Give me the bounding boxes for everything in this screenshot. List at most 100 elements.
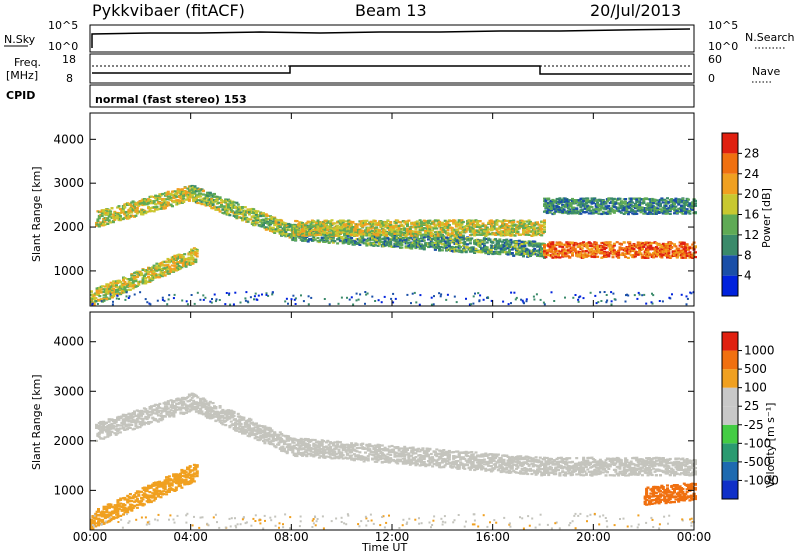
echo-cell	[617, 202, 621, 205]
echo-cell	[643, 251, 647, 254]
echo-cell	[415, 222, 419, 225]
echo-cell	[211, 204, 215, 207]
echo-cell	[654, 249, 658, 252]
echo-cell	[324, 236, 328, 239]
echo-cell	[195, 255, 199, 258]
echo-cell	[438, 247, 442, 250]
echo-cell	[482, 238, 486, 241]
echo-cell	[543, 225, 546, 228]
echo-cell	[152, 200, 156, 203]
echo-cell	[182, 200, 186, 203]
echo-cell	[122, 279, 125, 282]
echo-cell	[471, 227, 475, 230]
echo-cell	[477, 242, 481, 245]
echo-cell	[600, 207, 604, 210]
echo-cell	[446, 229, 450, 232]
echo-cell	[677, 254, 681, 257]
echo-cell	[400, 246, 404, 249]
echo-cell	[414, 246, 418, 250]
echo-cell	[572, 207, 576, 210]
echo-cell	[399, 239, 402, 242]
echo-cell	[607, 242, 611, 245]
echo-cell	[471, 246, 475, 249]
echo-cell	[167, 272, 171, 275]
echo-cell	[296, 230, 300, 233]
echo-cell	[354, 231, 358, 234]
echo-cell	[235, 212, 239, 215]
echo-cell	[371, 234, 374, 237]
echo-cell	[403, 227, 407, 230]
echo-cell	[386, 219, 390, 222]
echo-cell	[498, 238, 502, 241]
echo-cell	[590, 255, 594, 258]
echo-cell	[364, 242, 367, 245]
echo-cell	[636, 253, 640, 256]
echo-cell	[112, 295, 116, 298]
echo-cell	[642, 245, 646, 248]
nave-label: Nave	[752, 65, 780, 78]
echo-cell	[194, 260, 198, 264]
echo-cell	[399, 238, 402, 241]
echo-cell	[414, 226, 418, 229]
echo-cell	[171, 193, 174, 196]
echo-cell	[548, 247, 552, 250]
echo-cell	[586, 199, 590, 202]
echo-cell	[410, 247, 414, 250]
echo-cell	[431, 232, 435, 235]
echo-cell	[104, 211, 108, 214]
echo-cell	[517, 242, 521, 245]
echo-cell	[579, 252, 583, 255]
echo-cell	[499, 234, 503, 237]
echo-cell	[371, 236, 374, 239]
echo-cell	[155, 265, 159, 268]
echo-cell	[622, 209, 626, 212]
echo-cell	[103, 223, 107, 226]
echo-cell	[413, 238, 416, 241]
echo-cell	[208, 191, 212, 194]
echo-cell	[177, 264, 181, 268]
echo-cell	[573, 211, 577, 214]
echo-cell	[584, 202, 588, 205]
echo-cell	[174, 265, 178, 268]
echo-cell	[536, 221, 539, 224]
echo-cell	[119, 280, 123, 284]
echo-cell	[639, 252, 643, 256]
echo-cell	[509, 225, 513, 228]
echo-cell	[341, 237, 345, 240]
echo-cell	[608, 201, 612, 204]
echo-cell	[562, 250, 566, 253]
echo-cell	[264, 226, 268, 229]
echo-cell	[449, 219, 453, 223]
echo-cell	[315, 224, 319, 227]
echo-cell	[635, 212, 639, 215]
echo-cell	[418, 228, 422, 232]
echo-cell	[436, 239, 440, 242]
echo-cell	[350, 229, 354, 232]
power-echo-layer	[90, 184, 697, 307]
echo-cell	[389, 221, 393, 224]
echo-cell	[436, 234, 440, 237]
echo-cell	[522, 255, 525, 258]
echo-cell	[358, 232, 362, 235]
echo-cell	[598, 198, 602, 201]
echo-cell	[527, 233, 531, 236]
echo-cell	[235, 210, 239, 213]
echo-cell	[253, 220, 257, 223]
echo-cell	[496, 219, 500, 223]
echo-cell	[343, 229, 347, 232]
echo-cell	[545, 252, 549, 255]
echo-cell	[670, 242, 674, 245]
echo-cell	[110, 283, 114, 286]
echo-cell	[112, 280, 116, 283]
echo-cell	[158, 197, 162, 201]
echo-cell	[194, 197, 198, 200]
echo-cell	[612, 197, 616, 200]
echo-cell	[691, 243, 695, 246]
echo-cell	[154, 203, 158, 206]
echo-cell	[147, 270, 150, 273]
echo-cell	[666, 256, 669, 259]
echo-cell	[239, 211, 243, 214]
echo-cell	[515, 243, 518, 246]
echo-cell	[551, 198, 555, 202]
